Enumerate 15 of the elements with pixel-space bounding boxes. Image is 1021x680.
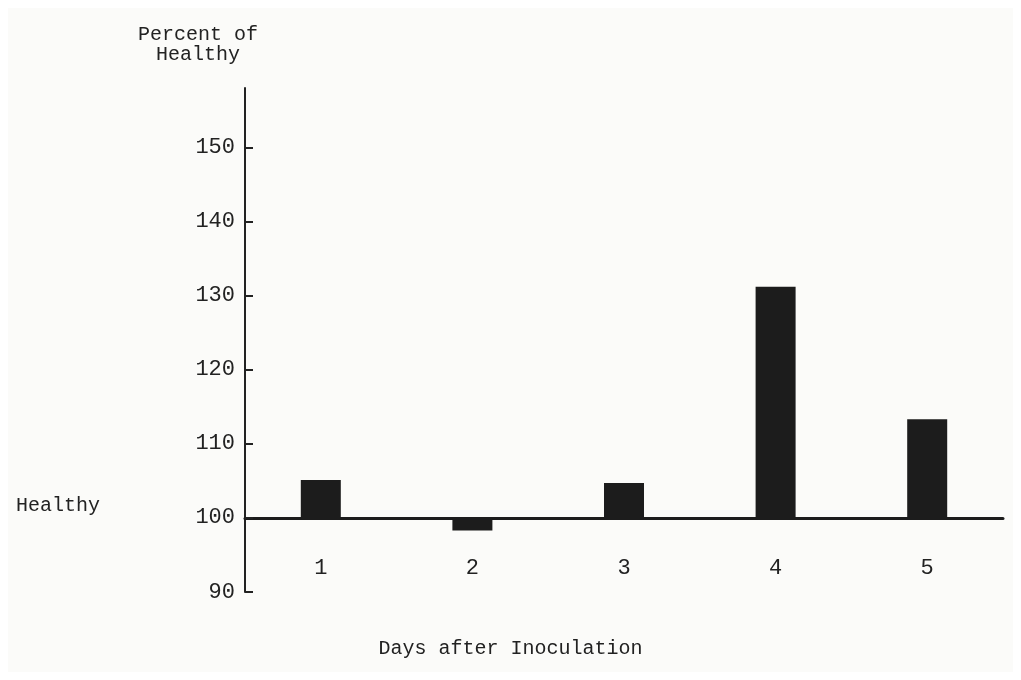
y-tick-label: 120 <box>195 357 235 383</box>
y-tick-label: 150 <box>195 134 235 160</box>
y-tick-label: 130 <box>195 283 235 309</box>
x-tick-label: 2 <box>465 556 479 582</box>
x-tick-label: 3 <box>617 556 631 582</box>
x-tick-label: 4 <box>769 556 783 582</box>
x-tick-label: 5 <box>920 556 934 582</box>
y-tick-label: 90 <box>208 579 235 605</box>
x-axis-title: Days after Inoculation <box>378 636 643 660</box>
x-tick-label: 1 <box>314 556 328 582</box>
y-tick-label: 110 <box>195 431 235 457</box>
text: Healthy <box>16 494 101 518</box>
y-tick-label: 100 <box>195 505 235 531</box>
y-axis-title: Percent of Healthy <box>137 22 259 66</box>
y-tick-label: 140 <box>195 208 235 234</box>
